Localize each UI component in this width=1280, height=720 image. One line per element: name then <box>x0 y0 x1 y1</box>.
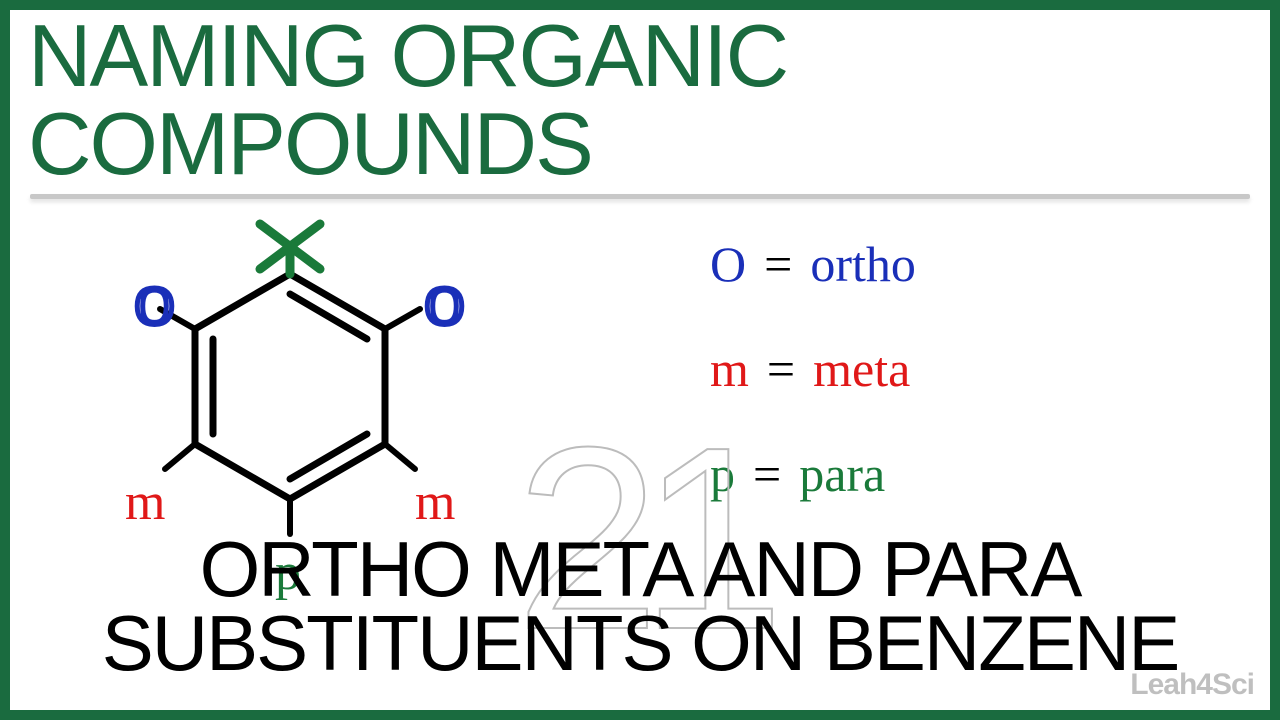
slide-frame: NAMING ORGANIC COMPOUNDS <box>0 0 1280 720</box>
legend-meta-sym: m <box>710 344 749 394</box>
meta-label-left: m <box>125 474 165 531</box>
meta-label-right: m <box>415 474 455 531</box>
legend-ortho-word: ortho <box>810 239 916 289</box>
subtitle-line2: SUBSTITUENTS ON BENZENE <box>10 606 1270 680</box>
legend-ortho: O = ortho <box>710 239 916 289</box>
legend-meta: m = meta <box>710 344 916 394</box>
subtitle-line1: ORTHO META AND PARA <box>10 532 1270 606</box>
page-title: NAMING ORGANIC COMPOUNDS <box>10 10 1270 188</box>
legend-para-word: para <box>799 449 885 499</box>
ortho-label-right: O <box>425 276 464 336</box>
legend-meta-word: meta <box>813 344 910 394</box>
ortho-label-left: O <box>135 276 174 336</box>
subtitle: ORTHO META AND PARA SUBSTITUENTS ON BENZ… <box>10 532 1270 680</box>
legend-ortho-sym: O <box>710 239 746 289</box>
legend-eq: = <box>767 344 795 394</box>
watermark: Leah4Sci <box>1130 668 1254 702</box>
legend-eq: = <box>764 239 792 289</box>
